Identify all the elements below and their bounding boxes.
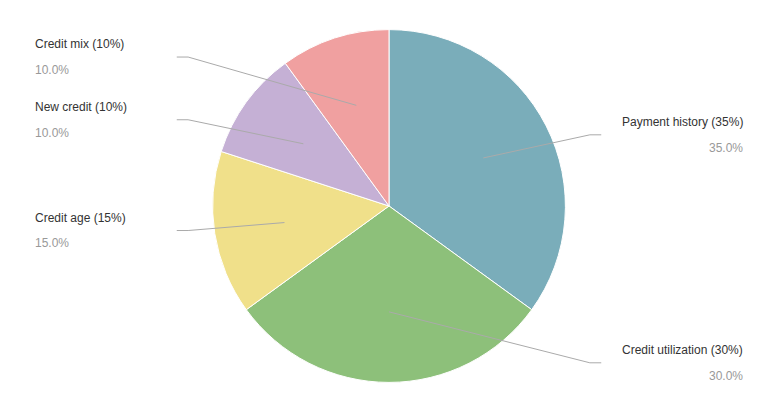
svg-text:New credit (10%): New credit (10%) [35,100,127,114]
svg-text:30.0%: 30.0% [709,369,743,383]
svg-text:Payment history (35%): Payment history (35%) [622,115,743,129]
svg-text:15.0%: 15.0% [35,236,69,250]
svg-text:35.0%: 35.0% [709,141,743,155]
svg-text:10.0%: 10.0% [35,126,69,140]
svg-text:Credit age (15%): Credit age (15%) [35,211,126,225]
svg-text:Credit mix (10%): Credit mix (10%) [35,37,124,51]
svg-text:10.0%: 10.0% [35,63,69,77]
svg-text:Credit utilization (30%): Credit utilization (30%) [622,343,743,357]
